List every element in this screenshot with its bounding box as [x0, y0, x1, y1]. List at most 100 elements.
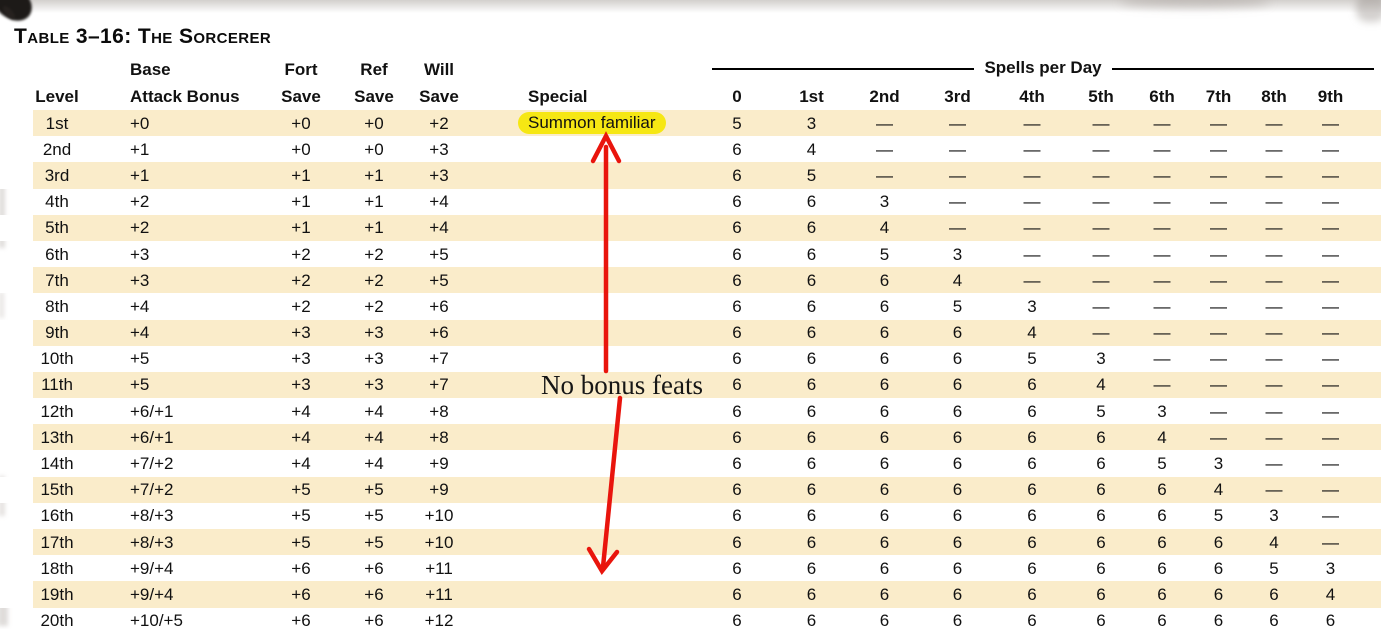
- fort-save-cell: +0: [291, 139, 311, 159]
- header-spell-level-1st: 1st: [799, 87, 824, 106]
- spell-slot-cell: 6: [849, 267, 920, 294]
- special-cell: [472, 319, 700, 346]
- table-row-level-8th: 8th +4 +2 +2 +6 6 6 6 5 3 — — — — —: [0, 293, 1381, 319]
- spell-slot-cell: —: [920, 162, 995, 189]
- table-row-level-15th: 15th +7/+2 +5 +5 +9 6 6 6 6 6 6 6 4— —: [0, 476, 1381, 503]
- scan-edge-artifact: [0, 292, 4, 318]
- spell-slot-cell: —: [995, 267, 1069, 294]
- ref-save-cell: +1: [364, 192, 384, 212]
- header-spell-level-0: 0: [732, 87, 742, 106]
- spell-slot-cell: —: [1191, 110, 1246, 137]
- spell-slot-cell: —: [1191, 319, 1246, 346]
- spell-slot-cell: —: [1322, 454, 1340, 474]
- table-row-level-13th: 13th +6/+1 +4 +4 +8 6 6 6 6 6 6 4— — —: [0, 424, 1381, 451]
- spell-slot-cell: 6: [1325, 611, 1336, 629]
- ref-save-cell: +3: [342, 371, 406, 399]
- level-cell: 19th: [0, 581, 100, 608]
- spell-slot-cell: 4: [849, 214, 920, 241]
- spell-slot-cell: 6: [1157, 611, 1167, 629]
- spell-slot-cell: 6: [849, 529, 920, 556]
- spell-slot-cell: 6: [732, 611, 742, 629]
- base-attack-bonus-cell: +8/+3: [100, 529, 260, 556]
- spell-slot-cell: —: [1023, 139, 1041, 159]
- level-cell: 10th: [40, 349, 74, 369]
- will-save-cell: +11: [406, 581, 472, 608]
- spell-slot-cell: —: [1133, 267, 1191, 294]
- special-cell: [472, 267, 700, 294]
- fort-save-cell: +5: [291, 506, 311, 526]
- special-cell: [472, 136, 700, 162]
- table-row-level-7th: 7th +3 +2 +2 +5 6 6 6 4— — — — — —: [0, 267, 1381, 294]
- spell-slot-cell: —: [1322, 244, 1340, 264]
- header-spell-level-9th: 9th: [1317, 87, 1344, 106]
- ref-save-cell: +4: [342, 424, 406, 451]
- spell-slot-cell: —: [1265, 244, 1283, 264]
- spell-slot-cell: 6: [732, 296, 742, 316]
- header-base: Base: [130, 60, 171, 79]
- spell-slot-cell: 6: [1133, 581, 1191, 608]
- base-attack-bonus-cell: +7/+2: [100, 476, 260, 503]
- spell-slot-cell: 6: [879, 401, 890, 421]
- level-cell: 15th: [0, 476, 100, 503]
- spell-slot-cell: 6: [700, 581, 774, 608]
- spell-slot-cell: 6: [732, 454, 742, 474]
- spell-slot-cell: —: [1246, 267, 1302, 294]
- base-attack-bonus-cell: +3: [100, 267, 260, 294]
- spell-slot-cell: 6: [1069, 476, 1133, 503]
- spell-slot-cell: 3: [1157, 401, 1167, 421]
- spell-slot-cell: —: [1153, 139, 1171, 159]
- special-cell: [472, 398, 700, 424]
- spell-slot-cell: 6: [806, 401, 817, 421]
- spell-slot-cell: —: [1133, 162, 1191, 189]
- table-header: Base Fort Ref Will Spells per Day Level …: [0, 55, 1381, 110]
- fort-save-cell: +0: [260, 110, 342, 137]
- ref-save-cell: +2: [364, 244, 384, 264]
- spell-slot-cell: 6: [1269, 611, 1279, 629]
- table-row-level-14th: 14th +7/+2 +4 +4 +9 6 6 6 6 6 6 5 3 — —: [0, 450, 1381, 476]
- fort-save-cell: +4: [291, 401, 311, 421]
- ref-save-cell: +2: [342, 267, 406, 294]
- spell-slot-cell: 6: [774, 267, 849, 294]
- fort-save-cell: +5: [260, 476, 342, 503]
- spell-slot-cell: 6: [1213, 611, 1224, 629]
- spell-slot-cell: 6: [879, 506, 890, 526]
- header-level: Level: [35, 87, 79, 106]
- spell-slot-cell: —: [1302, 476, 1381, 503]
- spell-slot-cell: —: [1191, 214, 1246, 241]
- level-cell: 4th: [45, 192, 69, 212]
- table-row-level-5th: 5th +2 +1 +1 +4 6 6 4— — — — — — —: [0, 214, 1381, 241]
- fort-save-cell: +3: [260, 319, 342, 346]
- spell-slot-cell: 6: [806, 349, 817, 369]
- special-cell: [472, 424, 700, 451]
- spell-slot-cell: —: [1302, 529, 1381, 556]
- spell-slot-cell: 6: [1096, 611, 1106, 629]
- spell-slot-cell: 6: [952, 506, 963, 526]
- spell-slot-cell: 6: [995, 581, 1069, 608]
- table-title: Table 3–16: The Sorcerer: [14, 25, 272, 48]
- level-cell: 6th: [45, 244, 69, 264]
- table-row-level-2nd: 2nd +1 +0 +0 +3 6 4 — — — — — — — —: [0, 136, 1381, 162]
- spell-slot-cell: 6: [849, 424, 920, 451]
- spell-slot-cell: 6: [732, 192, 742, 212]
- base-attack-bonus-cell: +2: [100, 214, 260, 241]
- spell-slot-cell: 3: [774, 110, 849, 137]
- spell-slot-cell: 6: [700, 476, 774, 503]
- spell-slot-cell: 6: [879, 296, 890, 316]
- spell-slot-cell: —: [1023, 244, 1041, 264]
- table-row-level-16th: 16th +8/+3 +5 +5 +10 6 6 6 6 6 6 6 5 3 —: [0, 503, 1381, 529]
- spell-slot-cell: —: [1302, 110, 1381, 137]
- spell-slot-cell: —: [1210, 349, 1227, 369]
- special-cell: [472, 162, 700, 189]
- ref-save-cell: +5: [342, 529, 406, 556]
- will-save-cell: +2: [406, 110, 472, 137]
- will-save-cell: +6: [406, 319, 472, 346]
- fort-save-cell: +3: [291, 349, 311, 369]
- header-fort: Fort: [284, 60, 318, 79]
- spell-slot-cell: —: [1322, 401, 1340, 421]
- table-row-level-11th: 11th +5 +3 +3 +7 6 6 6 6 6 4— — — —: [0, 371, 1381, 399]
- fort-save-cell: +6: [291, 558, 311, 578]
- will-save-cell: +11: [425, 558, 453, 578]
- table-row-level-4th: 4th +2 +1 +1 +4 6 6 3 — — — — — — —: [0, 189, 1381, 215]
- level-cell: 8th: [45, 296, 69, 316]
- spell-slot-cell: 6: [806, 454, 817, 474]
